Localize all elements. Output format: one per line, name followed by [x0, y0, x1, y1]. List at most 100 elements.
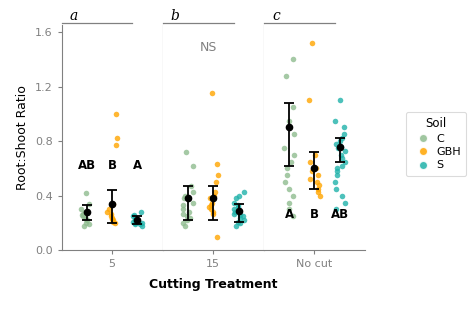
Text: B: B — [310, 208, 319, 221]
Point — [332, 207, 339, 212]
Point — [340, 125, 348, 130]
Point — [240, 218, 248, 223]
Point — [335, 146, 342, 151]
Point — [231, 210, 238, 215]
Point — [108, 211, 115, 216]
Point — [205, 204, 212, 209]
Point — [282, 73, 290, 78]
Point — [183, 218, 191, 223]
Point — [206, 196, 214, 201]
Point — [291, 132, 298, 137]
Point — [213, 162, 221, 167]
Point — [180, 196, 188, 201]
Point — [235, 193, 243, 198]
Point — [290, 193, 297, 198]
Point — [190, 189, 197, 194]
Point — [209, 210, 217, 215]
Point — [332, 187, 340, 192]
Point — [207, 207, 215, 212]
Point — [129, 214, 137, 219]
Point — [236, 221, 244, 226]
Point — [338, 193, 346, 198]
Point — [282, 180, 289, 185]
Point — [283, 166, 291, 171]
Point — [234, 203, 242, 208]
Point — [311, 152, 319, 157]
Point — [237, 215, 244, 220]
Point — [132, 215, 140, 220]
Point — [338, 163, 346, 168]
Point — [131, 221, 138, 226]
Text: b: b — [171, 9, 180, 23]
Point — [136, 222, 144, 227]
Point — [185, 210, 192, 215]
Point — [290, 214, 297, 219]
Point — [306, 159, 314, 164]
Point — [333, 166, 340, 171]
Point — [341, 159, 348, 164]
Point — [137, 210, 145, 215]
Point — [314, 189, 321, 194]
Point — [289, 57, 297, 62]
Point — [308, 40, 316, 45]
Point — [109, 219, 117, 224]
Point — [306, 177, 314, 182]
Point — [210, 211, 217, 216]
Point — [80, 214, 87, 219]
Point — [187, 184, 195, 189]
Point — [337, 152, 345, 157]
Point — [290, 105, 297, 110]
Point — [114, 136, 121, 141]
Point — [130, 213, 137, 218]
Point — [316, 193, 323, 198]
Point — [180, 207, 187, 212]
Point — [314, 173, 322, 178]
Text: AB: AB — [331, 208, 349, 221]
Legend: C, GBH, S: C, GBH, S — [406, 112, 466, 176]
Point — [79, 213, 86, 218]
Point — [181, 193, 189, 198]
Point — [337, 98, 344, 103]
Point — [333, 169, 341, 174]
Point — [285, 187, 293, 192]
Point — [103, 210, 110, 215]
Point — [131, 218, 139, 223]
Point — [331, 180, 339, 185]
Point — [180, 203, 187, 208]
Point — [131, 217, 139, 222]
Point — [232, 223, 240, 228]
Point — [338, 136, 346, 141]
Text: c: c — [272, 9, 280, 23]
Point — [138, 221, 146, 226]
Point — [236, 213, 244, 218]
Point — [212, 180, 219, 185]
Text: A: A — [284, 208, 294, 221]
Point — [82, 221, 90, 226]
Point — [235, 204, 242, 209]
Point — [138, 223, 146, 228]
Point — [337, 139, 344, 144]
Point — [109, 215, 116, 220]
Point — [109, 218, 117, 223]
Point — [239, 214, 246, 219]
Point — [214, 173, 222, 178]
Point — [129, 219, 137, 224]
Point — [208, 91, 216, 96]
Point — [341, 200, 349, 205]
Point — [240, 189, 248, 194]
Point — [131, 222, 138, 227]
Point — [179, 221, 187, 226]
Point — [338, 155, 346, 160]
Point — [230, 200, 237, 205]
Point — [285, 118, 293, 123]
Point — [211, 189, 219, 194]
Point — [82, 191, 90, 196]
Point — [210, 193, 218, 198]
Point — [186, 215, 194, 220]
Point — [207, 203, 214, 208]
Point — [313, 180, 320, 185]
Text: A: A — [133, 159, 142, 172]
Point — [112, 143, 120, 148]
Point — [333, 173, 340, 178]
Point — [230, 207, 237, 212]
